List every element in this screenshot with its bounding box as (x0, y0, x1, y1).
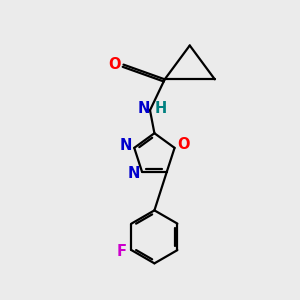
Text: O: O (108, 57, 121, 72)
Text: F: F (117, 244, 127, 259)
Text: O: O (177, 137, 190, 152)
Text: N: N (128, 167, 140, 182)
Text: H: H (154, 101, 167, 116)
Text: N: N (137, 101, 150, 116)
Text: N: N (120, 138, 132, 153)
